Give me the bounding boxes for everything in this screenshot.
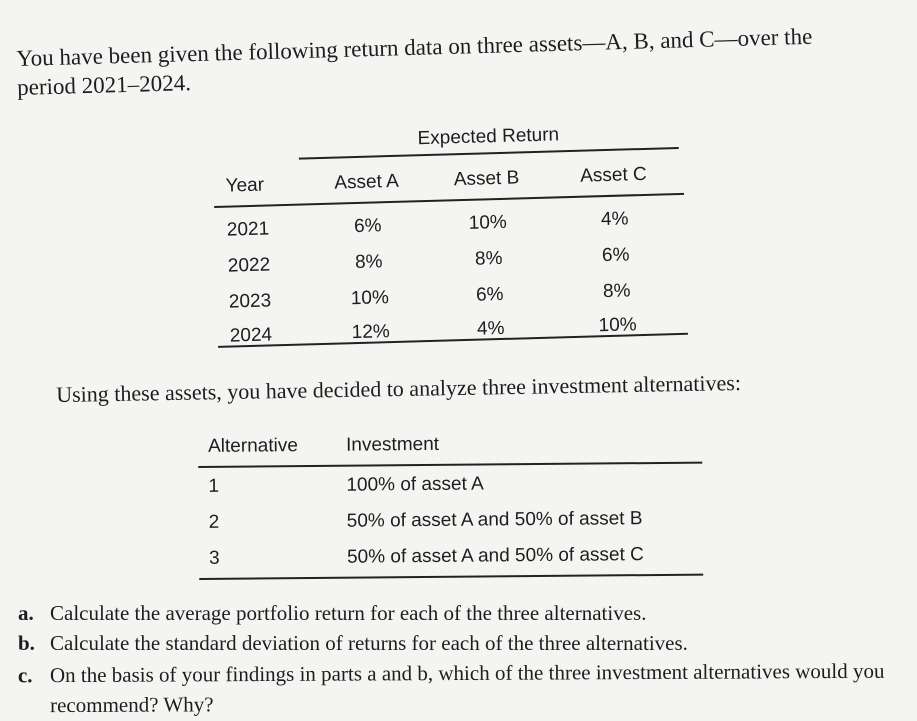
investment-description: 100% of asset A: [346, 473, 484, 496]
header-alternative: Alternative: [207, 435, 298, 457]
question-text: On the basis of your findings in parts a…: [49, 658, 885, 718]
alternatives-table-header-row: Alternative Investment: [198, 431, 703, 468]
table-row: 2 50% of asset A and 50% of asset B: [199, 508, 703, 548]
alternative-number: 1: [208, 475, 220, 497]
year-cell: 2022: [227, 254, 271, 277]
asset-a-cell: 10%: [350, 287, 390, 310]
question-letter: b.: [18, 631, 35, 655]
asset-c-cell: 4%: [600, 208, 629, 231]
asset-c-cell: 8%: [602, 280, 631, 303]
year-cell: 2023: [228, 290, 272, 313]
returns-table-header-row: Year Asset A Asset B Asset C: [213, 162, 685, 208]
asset-b-cell: 10%: [468, 211, 508, 234]
question-a: a. Calculate the average portfolio retur…: [18, 598, 898, 628]
question-list: a. Calculate the average portfolio retur…: [18, 598, 898, 718]
header-asset-a: Asset A: [334, 170, 400, 194]
alternative-number: 2: [208, 511, 220, 533]
intro-paragraph: You have been given the following return…: [16, 19, 897, 102]
year-cell: 2021: [226, 218, 270, 241]
header-investment: Investment: [345, 433, 440, 456]
question-text: Calculate the standard deviation of retu…: [50, 631, 688, 655]
investment-description: 50% of asset A and 50% of asset C: [346, 544, 644, 568]
alternative-number: 3: [208, 547, 220, 569]
returns-table: Expected Return Year Asset A Asset B Ass…: [212, 115, 688, 358]
header-year: Year: [225, 174, 265, 197]
header-asset-c: Asset C: [579, 163, 648, 187]
header-asset-b: Asset B: [453, 167, 520, 191]
question-letter: a.: [18, 601, 34, 625]
using-assets-sentence: Using these assets, you have decided to …: [56, 370, 742, 407]
expected-return-header: Expected Return: [298, 120, 679, 160]
question-text: Calculate the average portfolio return f…: [50, 601, 647, 625]
asset-c-cell: 6%: [601, 244, 630, 267]
investment-description: 50% of asset A and 50% of asset B: [346, 508, 643, 532]
question-c: c. On the basis of your findings in part…: [18, 656, 898, 721]
asset-b-cell: 8%: [474, 247, 503, 270]
asset-b-cell: 6%: [475, 283, 504, 306]
table-row: 1 100% of asset A: [198, 472, 702, 512]
alternatives-table: Alternative Investment 1 100% of asset A…: [198, 431, 704, 584]
asset-a-cell: 6%: [353, 215, 382, 238]
question-letter: c.: [17, 663, 33, 688]
asset-a-cell: 8%: [354, 251, 383, 274]
question-b: b. Calculate the standard deviation of r…: [18, 628, 898, 658]
